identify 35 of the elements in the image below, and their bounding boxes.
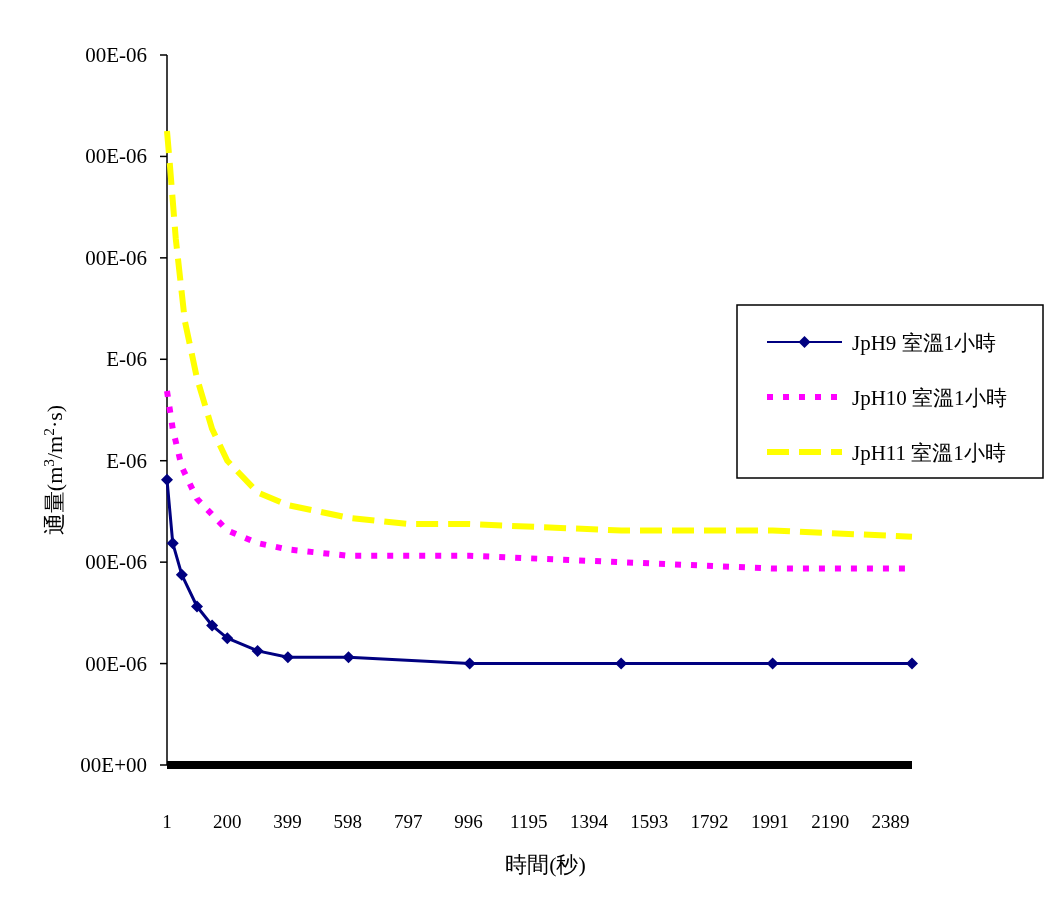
point (166, 537, 179, 550)
legend-label: JpH11 室溫1小時 (852, 441, 1006, 465)
x-tick-label: 1394 (570, 811, 609, 832)
text: 00E-06 (85, 144, 147, 169)
x-tick-label: 1195 (510, 811, 548, 832)
x-axis-title: 時間(秒) (505, 852, 586, 877)
x-tick-label: 1991 (750, 811, 789, 832)
point (281, 651, 294, 664)
text: E-06 (106, 347, 147, 372)
point (190, 600, 203, 613)
x-tick-label: 2190 (811, 811, 850, 832)
text: E-06 (106, 448, 147, 473)
text: 00E-06 (85, 651, 147, 676)
x-tick-label: 200 (213, 811, 242, 832)
text: 00E-06 (85, 43, 147, 67)
legend-label: JpH10 室溫1小時 (852, 386, 1007, 410)
point (342, 651, 355, 664)
text: 00E-06 (85, 245, 147, 270)
x-tick-label: 598 (333, 811, 363, 832)
x-tick-label: 1792 (690, 811, 729, 832)
x-tick-label: 996 (454, 811, 483, 832)
text: 00E-06 (85, 550, 147, 575)
point (175, 568, 188, 581)
point (206, 619, 219, 632)
point (221, 632, 234, 645)
x-tick-label: 1593 (630, 811, 669, 832)
legend-label: JpH9 室溫1小時 (852, 331, 997, 355)
text: 00E+00 (80, 753, 147, 777)
x-tick-label: 2389 (871, 811, 910, 832)
x-tick-label: 399 (273, 811, 302, 832)
point (251, 644, 264, 657)
x-tick-label: 1 (162, 811, 172, 832)
point (906, 657, 918, 670)
point (161, 473, 173, 486)
x-tick-label: 797 (393, 811, 423, 832)
